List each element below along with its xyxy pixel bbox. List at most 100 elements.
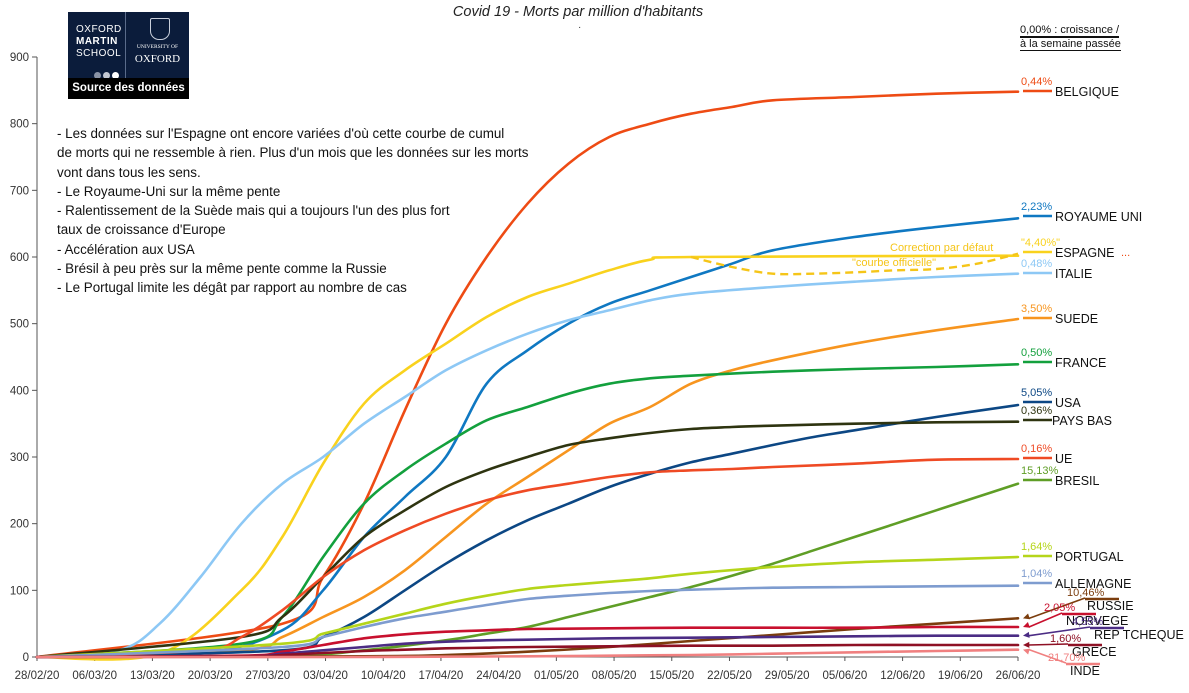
series-line-bresil	[35, 482, 1020, 659]
series-label: USA	[1055, 396, 1081, 410]
x-tick-label: 27/03/20	[245, 670, 290, 682]
series-line-italie	[35, 272, 1020, 659]
logo-dots-icon	[94, 66, 121, 84]
x-tick-label: 22/05/20	[707, 670, 752, 682]
arrow-icon	[1023, 648, 1030, 655]
note-line: - Le Royaume-Uni sur la même pente	[57, 183, 281, 199]
growth-label: 1,60%	[1050, 633, 1081, 645]
x-tick-label: 24/04/20	[476, 670, 521, 682]
legend-header-line2: à la semaine passée	[1020, 38, 1121, 51]
series-label: ROYAUME UNI	[1055, 210, 1142, 224]
growth-label: 0,50%	[1021, 347, 1052, 359]
oxford-martin-logo: OXFORD MARTIN SCHOOL	[68, 12, 126, 79]
series-label: ESPAGNE	[1055, 246, 1115, 260]
arrow-line	[1028, 597, 1086, 620]
growth-label: "4,40%"	[1021, 237, 1060, 249]
arrow-line	[1028, 648, 1067, 664]
note-line: - Ralentissement de la Suède mais qui a …	[57, 203, 450, 219]
arrow-icon	[1023, 631, 1030, 638]
growth-label: 0,48%	[1021, 258, 1052, 270]
x-tick-label: 28/02/20	[15, 670, 60, 682]
note-line: taux de croissance d'Europe	[57, 222, 226, 238]
series-label: RUSSIE	[1087, 599, 1134, 613]
logo-school-line3: SCHOOL	[76, 48, 122, 59]
y-tick-label: 100	[10, 585, 29, 597]
source-label: Source des données	[68, 78, 189, 99]
series-label: ALLEMAGNE	[1055, 577, 1131, 591]
series-line-suede	[35, 317, 1020, 659]
y-tick-label: 0	[23, 652, 29, 664]
series-line-espagne	[35, 254, 1020, 661]
series-line-pays-bas	[35, 420, 1020, 659]
x-tick-label: 08/05/20	[592, 670, 637, 682]
growth-label: 21,70%	[1048, 652, 1086, 664]
logo-school-line2: MARTIN	[76, 36, 118, 47]
series-line-norvege	[35, 625, 1020, 659]
oxford-logo[interactable]: OXFORD MARTIN SCHOOL UNIVERSITY OF OXFOR…	[68, 12, 189, 99]
growth-label: 2,05%	[1044, 602, 1075, 614]
university-of-oxford-logo: UNIVERSITY OF OXFORD	[126, 12, 189, 78]
legend-header: 0,00% : croissance / à la semaine passée	[1020, 23, 1121, 51]
series-label: PAYS BAS	[1052, 414, 1112, 428]
series-label: PORTUGAL	[1055, 550, 1124, 564]
x-tick-label: 03/04/20	[303, 670, 348, 682]
y-tick-label: 500	[10, 319, 29, 331]
arrow-line	[1028, 626, 1091, 637]
y-tick-label: 600	[10, 252, 29, 264]
series-label: FRANCE	[1055, 356, 1106, 370]
series-line-ue	[35, 457, 1020, 659]
espagne-official-dashed-line	[690, 252, 1019, 276]
arrow-icon	[1023, 641, 1030, 648]
arrow-icon	[1023, 622, 1030, 628]
logo-uni-line2: OXFORD	[134, 53, 181, 65]
growth-label: 1,04%	[1021, 568, 1052, 580]
x-tick-label: 05/06/20	[822, 670, 867, 682]
annotation-text: "courbe officielle"	[852, 257, 936, 269]
growth-label: 3,50%	[1021, 303, 1052, 315]
x-tick-label: 26/06/20	[996, 670, 1041, 682]
x-tick-label: 29/05/20	[765, 670, 810, 682]
x-tick-label: 06/03/20	[72, 670, 117, 682]
y-tick-label: 900	[10, 52, 29, 64]
series-label: ITALIE	[1055, 267, 1092, 281]
series-line-portugal	[35, 555, 1020, 659]
logo-school-line1: OXFORD	[76, 24, 122, 35]
growth-label: 4,55%	[1072, 616, 1103, 628]
x-tick-label: 17/04/20	[419, 670, 464, 682]
x-tick-label: 12/06/20	[880, 670, 925, 682]
growth-label: 1,64%	[1021, 541, 1052, 553]
x-tick-label: 19/06/20	[938, 670, 983, 682]
y-tick-label: 200	[10, 519, 29, 531]
series-label: BELGIQUE	[1055, 85, 1119, 99]
notes-block: - Les données sur l'Espagne ont encore v…	[57, 124, 528, 298]
series-label: GRECE	[1072, 645, 1116, 659]
series-line-royaume-uni	[35, 217, 1020, 659]
y-tick-label: 800	[10, 119, 29, 131]
x-tick-label: 20/03/20	[188, 670, 233, 682]
y-tick-label: 400	[10, 385, 29, 397]
series-line-france	[35, 363, 1020, 659]
arrow-line	[1028, 643, 1069, 646]
series-label: INDE	[1070, 664, 1100, 678]
y-tick-label: 700	[10, 185, 29, 197]
growth-label: 5,05%	[1021, 387, 1052, 399]
note-line: - Brésil à peu près sur la même pente co…	[57, 261, 387, 277]
series-label: BRESIL	[1055, 474, 1100, 488]
growth-label: 15,13%	[1021, 465, 1059, 477]
series-label: UE	[1055, 452, 1072, 466]
annotation-text: Correction par défaut	[890, 242, 993, 254]
note-line: - Accélération aux USA	[57, 241, 195, 257]
series-line-inde	[35, 648, 1020, 659]
legend-header-line1: 0,00% : croissance /	[1020, 24, 1120, 38]
title-mark: ·	[578, 22, 582, 33]
series-line-allemagne	[35, 584, 1020, 659]
growth-label: 10,46%	[1067, 587, 1105, 599]
chart-title: Covid 19 - Morts par million d'habitants	[452, 4, 704, 20]
growth-label: 0,16%	[1021, 443, 1052, 455]
growth-label: 2,23%	[1021, 201, 1052, 213]
x-tick-label: 10/04/20	[361, 670, 406, 682]
arrow-line	[1028, 612, 1063, 628]
x-tick-label: 01/05/20	[534, 670, 579, 682]
note-line: - Les données sur l'Espagne ont encore v…	[57, 126, 505, 141]
series-label: SUEDE	[1055, 312, 1098, 326]
